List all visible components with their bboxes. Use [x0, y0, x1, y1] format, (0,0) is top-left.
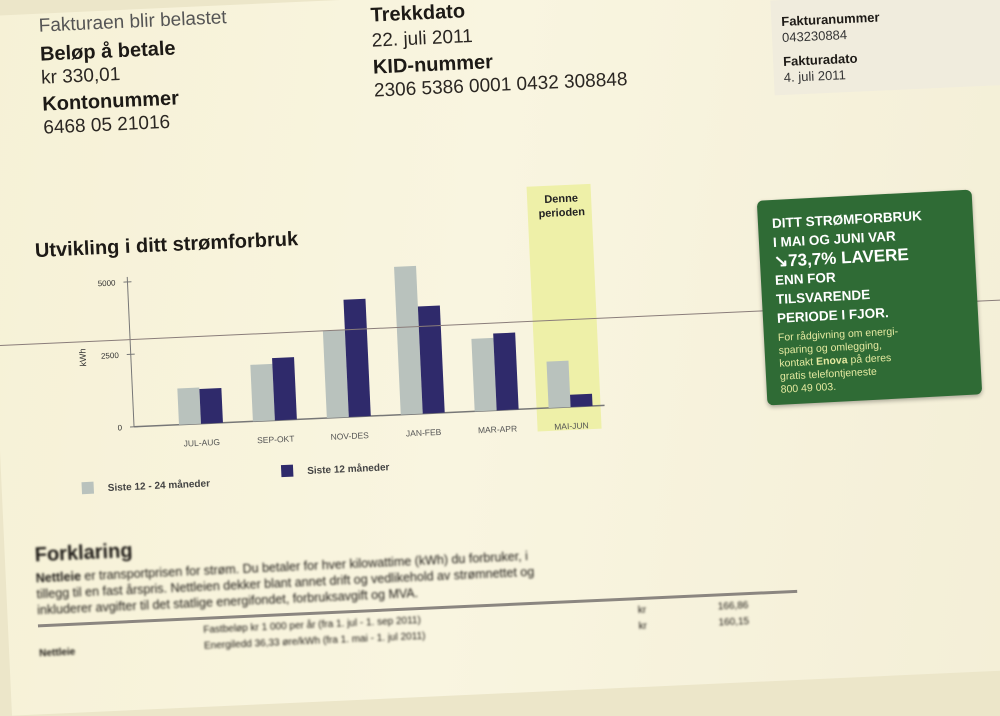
notice-headline: DITT STRØMFORBRUK I MAI OG JUNI VAR ↘73,…	[771, 204, 964, 328]
y-tick-label: 2500	[101, 351, 120, 361]
bar-mar-apr-s0	[471, 338, 496, 411]
notice-sub-text: kontakt	[779, 356, 816, 370]
bold-term: Nettleie	[35, 569, 81, 585]
invoice-date-value: 4. juli 2011	[784, 67, 847, 85]
row-amount: 160,15	[718, 616, 749, 628]
bar-mai-jun-s1	[570, 394, 593, 407]
legend-label: Siste 12 måneder	[307, 461, 390, 477]
y-axis	[127, 277, 134, 427]
notice-sub-text: på deres	[847, 352, 891, 366]
row-amount: 166,86	[718, 600, 749, 612]
notice-subtext: For rådgivning om energi- sparing og oml…	[778, 322, 968, 397]
bar-nov-des-s0	[323, 330, 349, 418]
bar-mar-apr-s1	[493, 333, 518, 411]
legend-swatch	[81, 482, 94, 495]
invoice-info-box: Fakturanummer 043230884 Fakturadato 4. j…	[770, 0, 1000, 95]
x-tick-label: NOV-DES	[330, 430, 369, 442]
row-currency: kr	[638, 605, 647, 616]
explanation-title: Forklaring	[34, 540, 133, 567]
invoice-date-label: Fakturadato	[783, 51, 858, 69]
enova-name: Enova	[816, 354, 848, 368]
highlight-label: perioden	[538, 206, 585, 220]
bar-jul-aug-s0	[177, 388, 201, 425]
bar-mai-jun-s0	[547, 361, 571, 408]
invoice-number-value: 043230884	[782, 27, 848, 45]
invoice-number-label: Fakturanummer	[781, 10, 880, 29]
highlight-label: Denne	[544, 192, 578, 206]
y-tick-label: 5000	[98, 278, 117, 288]
x-tick-label: MAI-JUN	[554, 420, 589, 432]
x-tick-label: JAN-FEB	[406, 427, 442, 439]
bar-jul-aug-s1	[199, 388, 223, 424]
x-tick-label: MAR-APR	[478, 423, 518, 435]
x-tick-label: SEP-OKT	[257, 434, 295, 446]
bar-sep-okt-s1	[272, 357, 297, 420]
legend-label: Siste 12 - 24 måneder	[108, 477, 211, 494]
bar-sep-okt-s0	[250, 364, 275, 421]
row-label: Nettleie	[39, 647, 76, 660]
row-currency: kr	[638, 621, 647, 632]
y-axis-label: kWh	[77, 348, 88, 366]
legend-swatch	[281, 465, 294, 478]
y-tick-label: 0	[117, 423, 122, 432]
x-tick-label: JUL-AUG	[183, 437, 220, 449]
consumption-notice: DITT STRØMFORBRUK I MAI OG JUNI VAR ↘73,…	[757, 190, 982, 406]
bar-jan-feb-s0	[394, 266, 423, 415]
